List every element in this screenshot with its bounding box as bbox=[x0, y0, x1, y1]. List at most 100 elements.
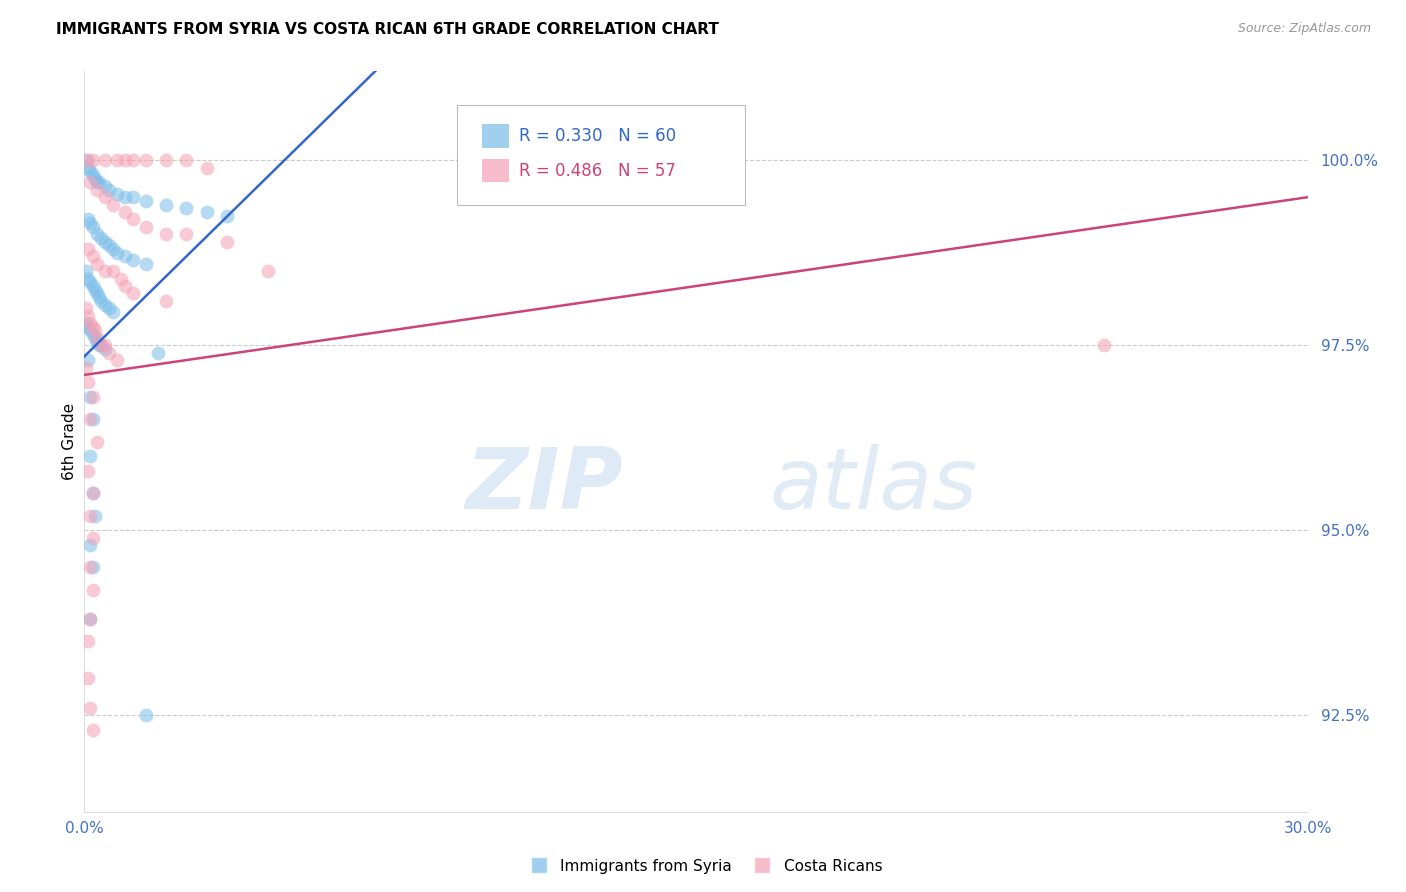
Point bbox=[77, 319, 100, 334]
Point bbox=[90, 338, 112, 352]
Point bbox=[77, 271, 100, 285]
Point bbox=[97, 183, 120, 197]
Point bbox=[79, 538, 101, 552]
Point bbox=[86, 286, 108, 301]
Point bbox=[93, 264, 115, 278]
Point bbox=[122, 253, 145, 268]
Point bbox=[82, 219, 104, 234]
Point bbox=[86, 334, 108, 349]
Point bbox=[155, 293, 177, 308]
Point bbox=[257, 264, 280, 278]
Point bbox=[101, 197, 124, 211]
Point bbox=[93, 153, 115, 168]
Point bbox=[122, 190, 145, 204]
Point bbox=[79, 324, 101, 338]
Point bbox=[79, 701, 101, 715]
Point bbox=[75, 264, 97, 278]
Text: R = 0.486   N = 57: R = 0.486 N = 57 bbox=[519, 161, 675, 179]
Point bbox=[122, 153, 145, 168]
Point bbox=[101, 305, 124, 319]
Point bbox=[97, 301, 120, 316]
Point bbox=[195, 161, 218, 175]
Point bbox=[105, 153, 128, 168]
Point bbox=[79, 508, 101, 523]
Point bbox=[82, 723, 104, 738]
Point bbox=[79, 450, 101, 464]
Point bbox=[77, 634, 100, 648]
Point bbox=[75, 301, 97, 316]
Point bbox=[105, 186, 128, 201]
Point bbox=[86, 227, 108, 242]
Point bbox=[135, 219, 157, 234]
Point bbox=[217, 209, 239, 223]
Point bbox=[87, 290, 110, 304]
Point bbox=[101, 264, 124, 278]
Point bbox=[155, 197, 177, 211]
Point bbox=[114, 190, 136, 204]
Point bbox=[135, 257, 157, 271]
Point bbox=[77, 242, 100, 256]
Point bbox=[79, 176, 101, 190]
Point bbox=[87, 338, 110, 352]
Point bbox=[90, 231, 112, 245]
Point bbox=[83, 331, 105, 345]
Point bbox=[93, 235, 115, 249]
Point bbox=[79, 276, 101, 290]
Legend: Immigrants from Syria, Costa Ricans: Immigrants from Syria, Costa Ricans bbox=[517, 853, 889, 880]
Y-axis label: 6th Grade: 6th Grade bbox=[62, 403, 77, 480]
Point bbox=[93, 297, 115, 311]
Point bbox=[77, 672, 100, 686]
Point bbox=[174, 227, 197, 242]
FancyBboxPatch shape bbox=[457, 104, 745, 204]
Point bbox=[90, 338, 112, 352]
Text: ZIP: ZIP bbox=[465, 444, 623, 527]
Point bbox=[135, 708, 157, 723]
Point bbox=[77, 376, 100, 390]
Point bbox=[79, 164, 101, 178]
Point bbox=[77, 212, 100, 227]
Point bbox=[114, 153, 136, 168]
Point bbox=[93, 190, 115, 204]
Point bbox=[82, 250, 104, 264]
Text: Source: ZipAtlas.com: Source: ZipAtlas.com bbox=[1237, 22, 1371, 36]
Point bbox=[122, 212, 145, 227]
Point bbox=[82, 560, 104, 574]
Text: IMMIGRANTS FROM SYRIA VS COSTA RICAN 6TH GRADE CORRELATION CHART: IMMIGRANTS FROM SYRIA VS COSTA RICAN 6TH… bbox=[56, 22, 718, 37]
Point bbox=[146, 345, 169, 359]
Point bbox=[82, 390, 104, 404]
Point bbox=[77, 153, 100, 168]
Point bbox=[97, 238, 120, 252]
Point bbox=[82, 412, 104, 426]
Point bbox=[82, 327, 104, 342]
Point bbox=[79, 560, 101, 574]
Point bbox=[155, 227, 177, 242]
Point bbox=[93, 342, 115, 356]
Point bbox=[79, 412, 101, 426]
Point bbox=[87, 176, 110, 190]
Point bbox=[79, 316, 101, 330]
Point bbox=[75, 153, 97, 168]
Point bbox=[90, 293, 112, 308]
Point bbox=[79, 390, 101, 404]
Point bbox=[122, 286, 145, 301]
Point bbox=[86, 183, 108, 197]
Point bbox=[93, 179, 115, 194]
Point bbox=[83, 324, 105, 338]
Point bbox=[155, 153, 177, 168]
Point bbox=[82, 279, 104, 293]
Point bbox=[174, 153, 197, 168]
Text: atlas: atlas bbox=[769, 444, 977, 527]
Point bbox=[82, 582, 104, 597]
Point bbox=[86, 331, 108, 345]
Point bbox=[75, 316, 97, 330]
Point bbox=[82, 486, 104, 500]
Point bbox=[174, 202, 197, 216]
Point bbox=[77, 161, 100, 175]
Point bbox=[217, 235, 239, 249]
Point bbox=[83, 283, 105, 297]
Point bbox=[82, 531, 104, 545]
Point bbox=[1092, 338, 1115, 352]
Point bbox=[86, 176, 108, 190]
Point bbox=[114, 205, 136, 219]
Point bbox=[101, 242, 124, 256]
